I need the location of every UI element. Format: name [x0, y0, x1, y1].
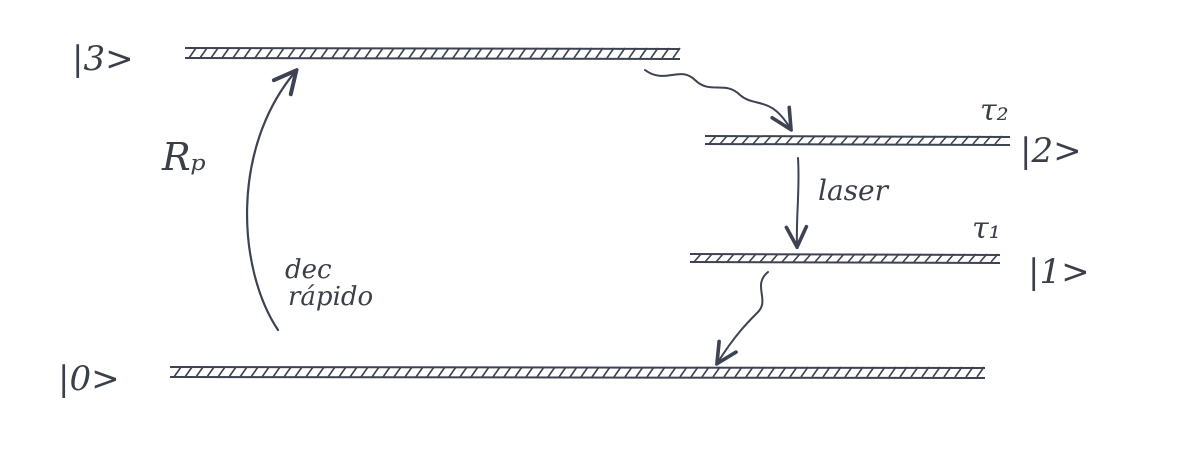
- energy-level-3-bar: [184, 47, 681, 60]
- decay-3-to-2-arrow: [644, 69, 790, 128]
- fast-decay-label-line2: rápido: [288, 282, 373, 312]
- laser-label: laser: [818, 174, 890, 207]
- tau-2-label: τ₂: [980, 93, 1009, 128]
- decay-1-to-0-arrow: [718, 271, 769, 362]
- laser-transition-arrow: [797, 157, 799, 245]
- level-1-label: |1>: [1028, 252, 1090, 292]
- energy-level-0-bar: [169, 366, 986, 379]
- energy-level-2-bar: [704, 135, 1011, 146]
- level-3-label: |3>: [72, 39, 134, 79]
- fast-decay-label-line1: dec: [285, 255, 332, 285]
- energy-level-1-bar: [689, 253, 1001, 264]
- level-2-label: |2>: [1020, 131, 1082, 171]
- pump-arrow: [246, 72, 295, 332]
- level-0-label: |0>: [58, 359, 120, 399]
- pump-rate-label: Rₚ: [161, 135, 206, 179]
- tau-1-label: τ₁: [972, 211, 1001, 246]
